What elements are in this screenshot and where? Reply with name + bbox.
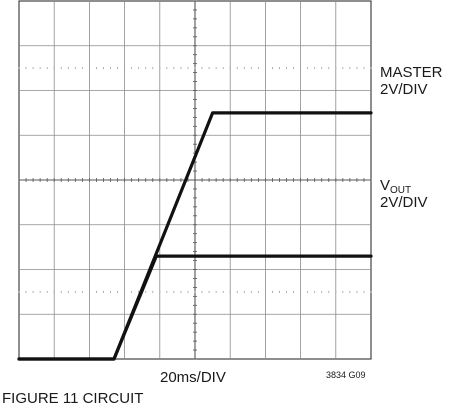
vout-name-sub: OUT [390,185,412,196]
master-scale: 2V/DIV [380,81,428,98]
master-scale-label: 2V/DIV [380,81,428,98]
vout-name: V [380,177,391,194]
x-axis-label: 20ms/DIV [160,369,226,386]
vout-scale: 2V/DIV [380,194,428,211]
traces [17,111,373,361]
master-trace-label: MASTER [380,64,443,81]
master-name: MASTER [380,64,443,81]
vout-scale-label: 2V/DIV [380,194,428,211]
figure-id: 3834 G09 [326,370,366,380]
vout-trace [17,254,373,361]
vout-trace-label: VOUT [380,177,412,196]
grid [18,0,372,360]
figure-caption: FIGURE 11 CIRCUIT [2,390,144,407]
